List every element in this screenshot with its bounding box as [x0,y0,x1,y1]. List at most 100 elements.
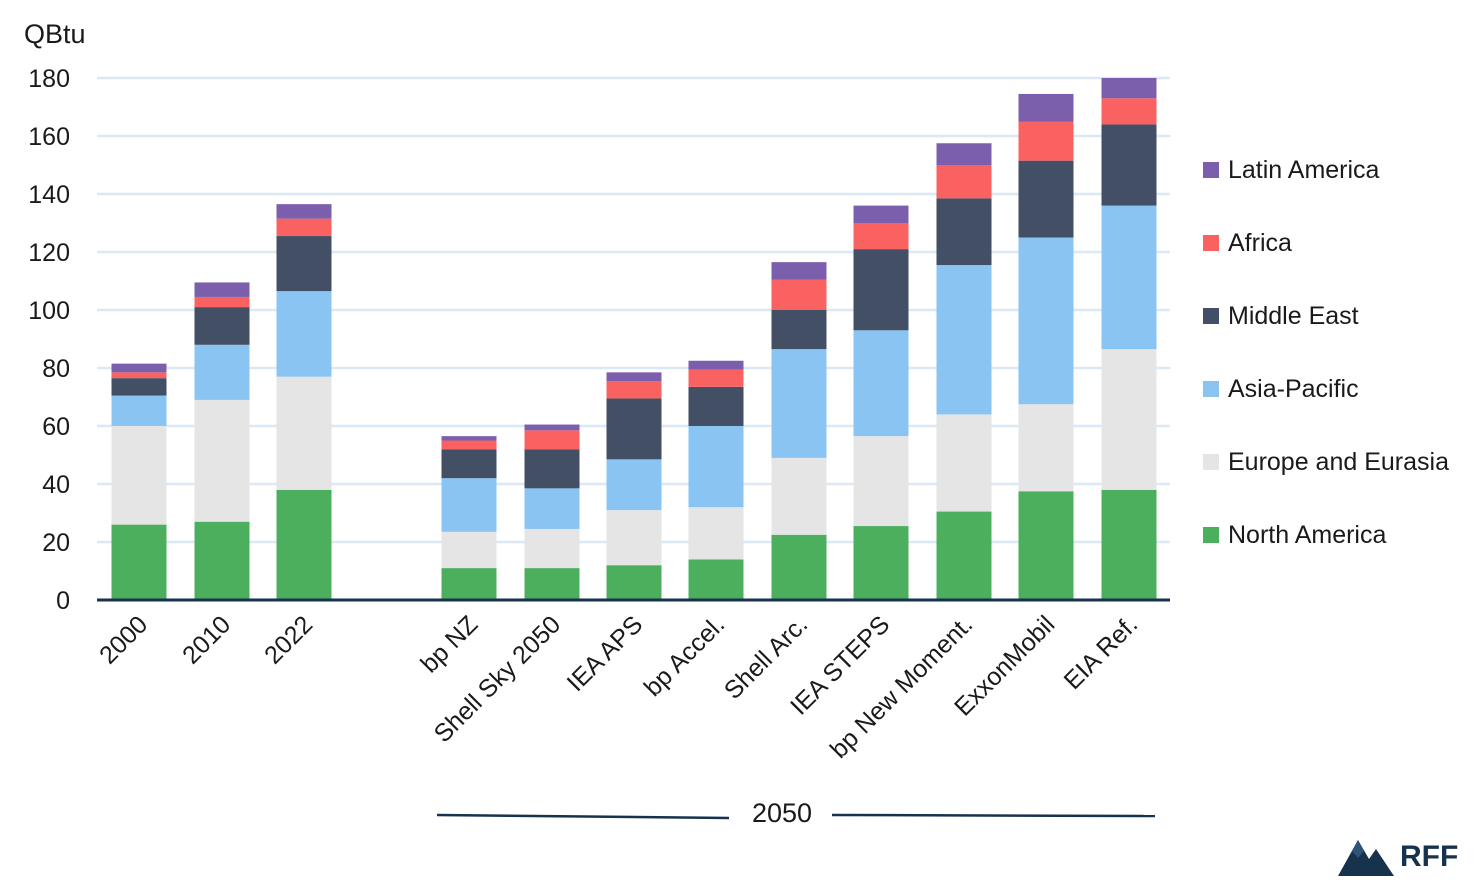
bar-segment [276,204,332,219]
bar-segment [853,223,909,250]
x-tick-label: 2022 [259,610,318,669]
y-tick-label: 100 [28,297,70,325]
y-tick-label: 0 [56,587,70,615]
bar-segment [771,349,827,458]
bar-segment [1018,404,1074,492]
bar-segment [936,198,992,266]
bar-segment [853,330,909,437]
bar-segment [524,430,580,450]
bar-segment [1018,160,1074,238]
legend-label: Africa [1228,228,1292,257]
bar-segment [441,436,497,441]
bar-segment [688,426,744,508]
bar-segment [1018,121,1074,161]
legend-label: Middle East [1228,301,1359,330]
bar-segment [1101,124,1157,206]
legend-swatch [1203,381,1219,397]
gridlines [97,76,1170,544]
bar-segment [1018,237,1074,405]
bar-segment [606,381,662,399]
legend-swatch [1203,235,1219,251]
bar-segment [1101,205,1157,350]
bar-segment [1101,78,1157,99]
bar-segment [936,165,992,199]
legend-item: Asia-Pacific [1203,374,1359,404]
bar-segment [853,436,909,527]
bar-segment [853,205,909,223]
bar-segment [606,510,662,566]
y-tick-label: 40 [42,471,70,499]
bar-segment [771,457,827,535]
bar-segment [1101,98,1157,125]
bar-segment [111,363,167,373]
bar-segment [771,534,827,600]
group-bracket-right-line [831,813,1156,818]
bar-segment [524,488,580,529]
bar-segment [276,489,332,600]
y-tick-label: 120 [28,239,70,267]
bar-segment [606,565,662,600]
x-tick-label: 2000 [94,610,153,669]
group-bracket-2050: 2050 [436,798,1156,828]
bar-segment [936,143,992,165]
x-tick-label: bp NZ [415,610,483,678]
legend-label: Asia-Pacific [1228,374,1359,403]
bar-segment [441,531,497,569]
y-tick-label: 20 [42,529,70,557]
legend-swatch [1203,454,1219,470]
legend-item: Africa [1203,228,1292,258]
legend-label: Europe and Eurasia [1228,447,1449,476]
bars [111,78,1157,600]
bar-segment [853,249,909,331]
bar-segment [1101,489,1157,600]
bar-segment [524,568,580,600]
bar-segment [771,262,827,280]
bar-segment [936,265,992,415]
y-tick-label: 180 [28,65,70,93]
bar-segment [688,360,744,370]
bar-segment [194,282,250,297]
bar-segment [194,296,250,308]
legend-item: Middle East [1203,301,1359,331]
y-axis-unit-label: QBtu [24,19,86,49]
bar-segment [1018,93,1074,122]
x-tick-label: 2010 [177,610,236,669]
legend-item: Europe and Eurasia [1203,447,1449,477]
bar-segment [276,218,332,237]
bar-segment [688,507,744,560]
y-tick-label: 60 [42,413,70,441]
bar-segment [771,279,827,310]
logo-text: RFF [1400,840,1459,873]
bar-segment [853,526,909,600]
bar-segment [936,511,992,600]
bar-segment [688,559,744,600]
x-tick-label: bp Accel. [639,610,731,702]
x-tick-label: IEA APS [562,610,649,697]
bar-segment [606,372,662,382]
bar-segment [771,310,827,350]
bar-segment [276,236,332,292]
x-tick-label: EIA Ref. [1059,610,1144,695]
x-tick-label: bp New Moment. [825,610,978,763]
bar-segment [688,386,744,426]
bar-segment [194,307,250,345]
mountain-logo-icon [1338,840,1394,876]
bar-segment [1101,349,1157,490]
bar-segment [606,459,662,511]
bar-segment [111,524,167,600]
bar-segment [194,344,250,400]
bar-segment [524,449,580,489]
bar-segment [524,424,580,431]
bar-segment [688,369,744,387]
bar-segment [524,528,580,569]
legend-swatch [1203,162,1219,178]
rff-logo: RFF [1338,838,1458,876]
bar-segment [441,478,497,532]
bar-segment [606,398,662,460]
legend-item: North America [1203,520,1386,550]
bar-segment [276,376,332,490]
bar-segment [441,449,497,479]
bar-segment [111,395,167,426]
y-tick-label: 80 [42,355,70,383]
